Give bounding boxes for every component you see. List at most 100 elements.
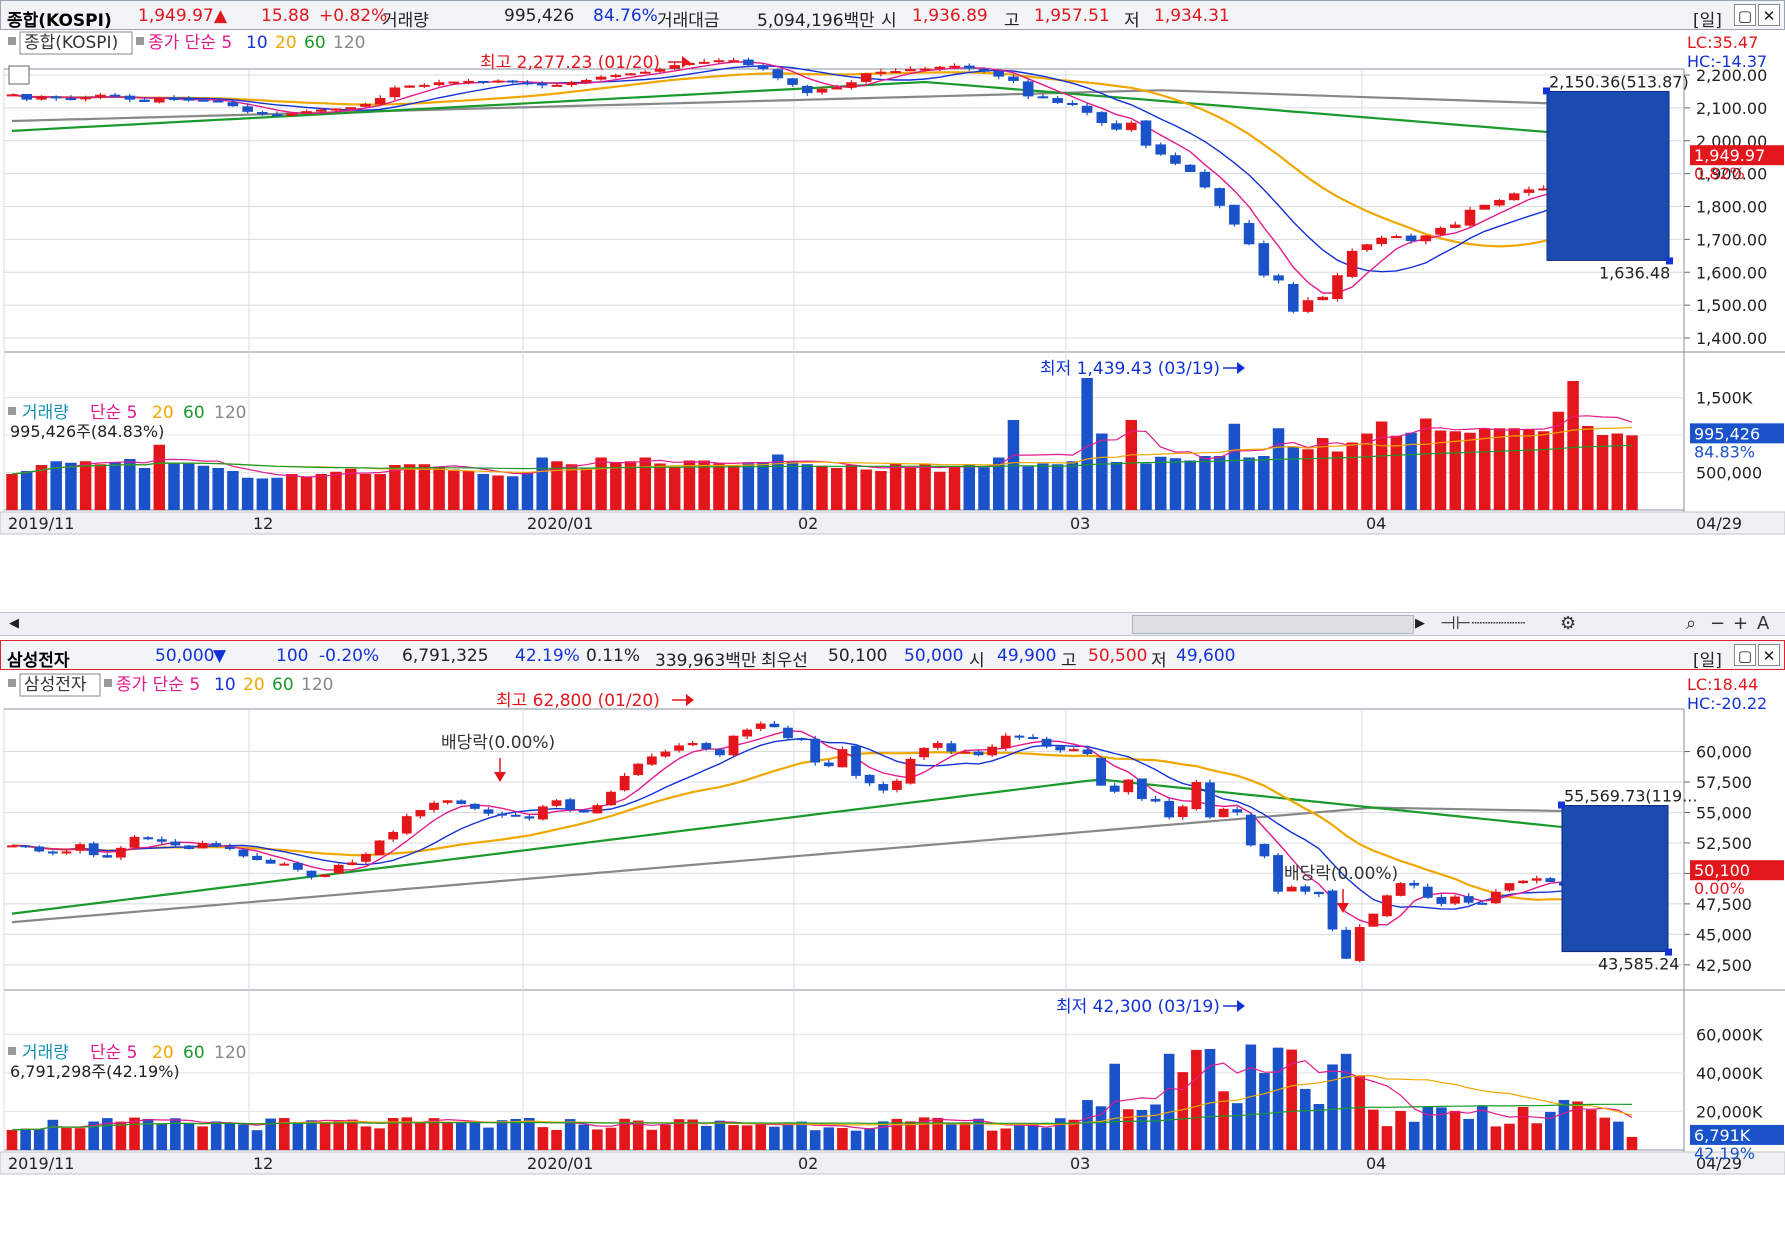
volume-bar	[1041, 1127, 1052, 1150]
x-tick-label: 12	[253, 1154, 273, 1173]
kospi-scrollbar[interactable]: ◀ ▶ ⊣⊢┈┈┈┈┈ ⚙ ⌕ − + A	[0, 612, 1785, 636]
candle	[538, 806, 548, 820]
maximize-button[interactable]: ▢	[1734, 644, 1756, 666]
candle	[156, 839, 167, 842]
stock-name[interactable]: 삼성전자	[7, 651, 70, 671]
volume-legend-ma120: 120	[214, 1043, 246, 1063]
period-button[interactable]: [일]	[1693, 11, 1722, 31]
candle	[227, 102, 239, 107]
candle	[1258, 243, 1270, 276]
range-box-handle[interactable]	[1666, 257, 1673, 265]
candle	[320, 874, 331, 877]
candle	[265, 859, 276, 864]
stock-name[interactable]: 종합(KOSPI)	[7, 11, 112, 31]
candle	[6, 94, 18, 97]
current-volume-marker	[1690, 423, 1784, 444]
hc-label: HC:-14.37	[1687, 52, 1767, 71]
volume-bar	[1449, 431, 1462, 510]
legend-name[interactable]: 삼성전자	[24, 675, 87, 695]
volume-bar	[142, 1118, 154, 1150]
legend-name-box[interactable]	[19, 31, 133, 55]
volume-tick-label: 20,000K	[1696, 1102, 1763, 1121]
candle	[139, 99, 150, 102]
maximize-button[interactable]: ▢	[1734, 4, 1756, 26]
range-box[interactable]	[1546, 90, 1670, 261]
volume-bar	[197, 465, 210, 510]
volume-tick-label: 500,000	[1696, 464, 1762, 483]
volume-bar	[1596, 435, 1609, 510]
volume-bar	[1545, 1111, 1556, 1150]
close-button[interactable]: ✕	[1758, 644, 1780, 666]
legend-name-box[interactable]	[19, 673, 101, 697]
x-tick-label: 02	[798, 1154, 818, 1173]
volume-bar	[1037, 463, 1049, 510]
volume-bar	[877, 1121, 889, 1150]
current-pct-label: 0.00%	[1694, 879, 1745, 898]
ma10-line	[11, 65, 1633, 273]
candle	[1243, 223, 1255, 245]
candle	[36, 96, 47, 100]
price-arrow-icon: ▲	[214, 6, 228, 26]
volume-bar	[506, 476, 519, 510]
range-box-handle[interactable]	[1665, 948, 1672, 956]
zoom-out-icon[interactable]: −	[1710, 613, 1726, 634]
volume-bar	[1110, 462, 1123, 510]
volume-bar	[578, 1124, 590, 1150]
scroll-thumb[interactable]	[1132, 615, 1414, 634]
volume-bar	[1218, 1091, 1229, 1150]
low-label: 저	[1151, 651, 1167, 671]
period-button[interactable]: [일]	[1693, 651, 1722, 671]
volume-bar	[1082, 1100, 1093, 1150]
candle	[592, 805, 603, 814]
volume-bar	[755, 1124, 767, 1150]
volume-bar	[403, 464, 416, 510]
legend-name[interactable]: 종합(KOSPI)	[24, 33, 118, 53]
candle	[713, 60, 725, 63]
volume-bar	[660, 1124, 671, 1150]
volume-bar	[551, 1130, 562, 1150]
volume-bar	[94, 464, 107, 510]
text-size-icon[interactable]: A	[1757, 613, 1770, 634]
volume-bar	[934, 471, 946, 510]
volume-bar	[1611, 433, 1624, 510]
range-box-handle[interactable]	[1543, 87, 1550, 95]
y-tick-label: 47,500	[1696, 895, 1752, 914]
volume-bar	[1231, 1103, 1243, 1150]
candle	[1022, 81, 1034, 97]
arrow-down-icon	[1337, 903, 1349, 913]
candle	[1184, 164, 1196, 172]
legend-square-icon	[8, 1047, 16, 1055]
volume-legend-ma: 단순 5	[90, 1043, 138, 1063]
close-button[interactable]: ✕	[1758, 4, 1780, 26]
candle	[456, 800, 467, 804]
scroll-left-arrow[interactable]: ◀	[9, 616, 19, 631]
candle	[1477, 902, 1488, 905]
volume-bar	[1027, 1123, 1039, 1150]
volume-bar	[47, 1119, 59, 1150]
range-box[interactable]	[1561, 805, 1669, 953]
candle	[429, 802, 439, 810]
settings-icon[interactable]: ⚙	[1560, 613, 1577, 634]
candle	[846, 82, 857, 88]
volume-bar	[1081, 378, 1093, 510]
search-icon[interactable]: ⌕	[1686, 613, 1697, 634]
volume-bar	[837, 1128, 848, 1150]
samsung-chart-area[interactable]: 60,00057,50055,00052,50050,00047,50045,0…	[0, 670, 1785, 1254]
lc-label: LC:35.47	[1687, 33, 1758, 52]
volume-bar	[1066, 461, 1079, 510]
volume-bar	[1517, 1106, 1529, 1150]
range-box-handle[interactable]	[1558, 801, 1565, 809]
zoom-in-icon[interactable]: +	[1733, 613, 1749, 634]
volume-bar	[1163, 1053, 1175, 1150]
candle	[301, 111, 312, 114]
kospi-chart-area[interactable]: 2,200.002,100.002,000.001,900.001,800.00…	[0, 30, 1785, 620]
zoom-slider[interactable]: ⊣⊢┈┈┈┈┈	[1440, 613, 1526, 634]
volume-bar	[632, 1120, 644, 1150]
candle	[949, 65, 960, 68]
volume-bar	[524, 1117, 535, 1150]
price-change-pct: +0.82%	[319, 6, 388, 26]
table-icon[interactable]	[8, 65, 30, 85]
candle	[1508, 193, 1520, 201]
scroll-right-arrow[interactable]: ▶	[1415, 616, 1425, 631]
candle	[102, 855, 113, 858]
